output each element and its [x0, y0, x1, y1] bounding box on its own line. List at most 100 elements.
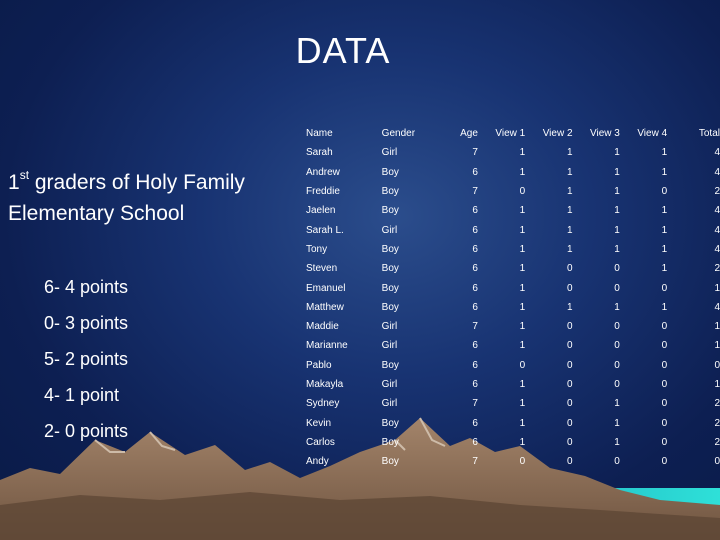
table-row: Freddie Boy 7 0 1 1 0 2 [306, 182, 720, 201]
table-row: Makayla Girl 6 1 0 0 0 1 [306, 375, 720, 394]
cell-age: 6 [472, 340, 478, 352]
cell-age: 6 [472, 205, 478, 217]
subtitle-line1: graders of Holy Family [29, 171, 245, 194]
table-row: Andy Boy 7 0 0 0 0 0 [306, 452, 720, 471]
cell-view-4: 0 [661, 398, 668, 410]
table-row: Tony Boy 6 1 1 1 1 4 [306, 240, 720, 259]
table-body: Sarah Girl 7 1 1 1 1 4 Andrew Boy 6 1 1 1 1 4 Freddie Boy… [306, 143, 720, 471]
cell-total: 4 [714, 243, 720, 255]
cell-view-1: 1 [519, 147, 526, 159]
cell-view-4: 0 [661, 417, 668, 429]
cell-view-1: 0 [519, 359, 526, 371]
cell-view-1: 1 [519, 379, 526, 390]
cell-view-4: 0 [661, 282, 668, 294]
cell-name: Steven [306, 263, 338, 275]
cell-name: Matthew [306, 301, 344, 313]
cell-view-4: 0 [661, 321, 668, 333]
cell-age: 7 [472, 398, 478, 410]
table-row: Maddie Girl 7 1 0 0 0 1 [306, 317, 720, 336]
table-row: Sydney Girl 7 1 0 1 0 2 [306, 394, 720, 413]
cell-view-2: 0 [566, 398, 573, 410]
cell-name: Pablo [306, 359, 332, 371]
cell-total: 2 [714, 398, 720, 410]
header-total: Total [698, 128, 720, 140]
cell-name: Jaelen [306, 205, 336, 217]
cell-gender: Boy [381, 205, 399, 217]
cell-view-2: 0 [566, 436, 573, 448]
cell-gender: Boy [381, 359, 399, 371]
cell-gender: Boy [381, 417, 399, 429]
cell-view-3: 1 [614, 147, 620, 159]
cell-total: 1 [714, 321, 720, 333]
cell-view-3: 0 [614, 282, 620, 294]
table-row: Steven Boy 6 1 0 0 1 2 [306, 259, 720, 278]
cell-total: 1 [714, 379, 720, 390]
cell-view-4: 1 [661, 243, 668, 255]
header-view-3: View 3 [590, 128, 620, 140]
table-row: Sarah L. Girl 6 1 1 1 1 4 [306, 220, 720, 239]
cell-total: 4 [714, 147, 720, 159]
cell-name: Sarah [306, 147, 333, 159]
cell-age: 6 [472, 243, 478, 255]
cell-age: 6 [472, 301, 478, 313]
cell-view-2: 1 [566, 243, 573, 255]
cell-name: Sarah L. [306, 224, 344, 236]
cell-view-4: 1 [661, 224, 668, 236]
cell-view-2: 0 [566, 417, 573, 429]
cell-view-2: 0 [566, 379, 573, 390]
cell-view-2: 0 [566, 282, 573, 294]
cell-gender: Girl [381, 340, 398, 352]
cell-age: 6 [472, 263, 478, 275]
table-header-row: Name Gender Age View 1 View 2 View 3 Vie… [306, 124, 720, 143]
cell-total: 4 [714, 205, 720, 217]
cell-gender: Boy [381, 301, 399, 313]
cell-view-1: 1 [519, 417, 526, 429]
cell-view-4: 0 [661, 436, 668, 448]
cell-view-1: 0 [519, 186, 526, 198]
header-view-1: View 1 [495, 128, 526, 140]
cell-view-1: 1 [519, 301, 526, 313]
cell-view-4: 1 [661, 263, 668, 275]
cell-view-3: 0 [614, 379, 620, 390]
cell-view-1: 1 [519, 205, 526, 217]
cell-view-3: 1 [614, 243, 620, 255]
cell-name: Maddie [306, 321, 339, 333]
cell-gender: Girl [381, 379, 398, 390]
cell-view-2: 0 [566, 456, 573, 468]
table-row: Sarah Girl 7 1 1 1 1 4 [306, 143, 720, 162]
cell-view-1: 1 [519, 166, 526, 178]
cell-view-2: 1 [566, 186, 573, 198]
cell-view-3: 0 [614, 340, 620, 352]
data-table: Name Gender Age View 1 View 2 View 3 Vie… [306, 124, 720, 471]
cell-gender: Boy [381, 186, 399, 198]
cell-view-4: 0 [661, 359, 668, 371]
cell-view-3: 1 [614, 398, 620, 410]
table-row: Matthew Boy 6 1 1 1 1 4 [306, 298, 720, 317]
cell-gender: Girl [381, 398, 398, 410]
cell-gender: Boy [381, 436, 399, 448]
cell-gender: Boy [381, 282, 399, 294]
cell-view-3: 1 [614, 186, 620, 198]
cell-view-3: 0 [614, 359, 620, 371]
cell-gender: Boy [381, 166, 399, 178]
cell-name: Andy [306, 456, 329, 468]
cell-view-3: 0 [614, 456, 620, 468]
table-row: Jaelen Boy 6 1 1 1 1 4 [306, 201, 720, 220]
cell-name: Carlos [306, 436, 335, 448]
cell-view-3: 1 [614, 205, 620, 217]
cell-name: Andrew [306, 166, 340, 178]
legend-item: 5- 2 points [44, 349, 129, 369]
points-legend: 6- 4 points 0- 3 points 5- 2 points 4- 1… [44, 273, 128, 453]
cell-view-4: 0 [661, 186, 668, 198]
cell-view-3: 1 [614, 166, 620, 178]
cell-gender: Boy [381, 456, 399, 468]
cell-total: 1 [714, 340, 720, 352]
cell-total: 2 [714, 263, 720, 275]
subtitle-line2: Elementary School [8, 202, 185, 225]
cell-age: 6 [472, 224, 478, 236]
cell-total: 2 [714, 436, 720, 448]
cell-view-1: 1 [519, 263, 526, 275]
cell-gender: Girl [381, 321, 398, 333]
cell-view-3: 0 [614, 321, 620, 333]
table-row: Andrew Boy 6 1 1 1 1 4 [306, 163, 720, 182]
